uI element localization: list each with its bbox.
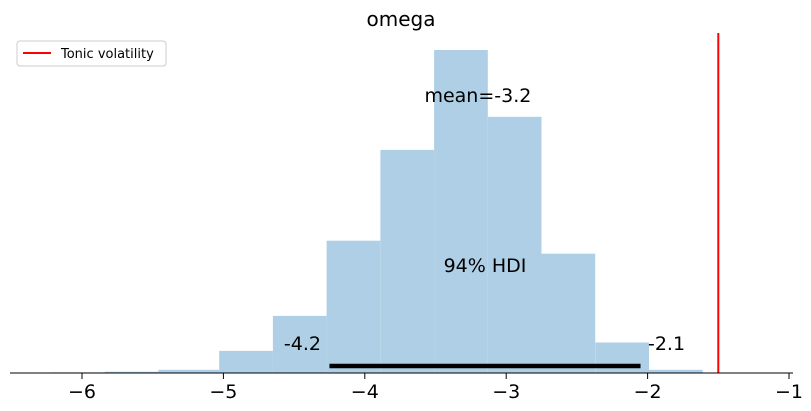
legend-box bbox=[16, 40, 167, 67]
histogram-bar bbox=[434, 50, 488, 373]
mean-label: mean=-3.2 bbox=[424, 85, 531, 107]
hdi-low-label: -4.2 bbox=[284, 333, 321, 355]
hdi-label: 94% HDI bbox=[444, 255, 527, 277]
x-tick-label: −4 bbox=[351, 381, 379, 403]
histogram-bar bbox=[380, 149, 435, 373]
x-tick-label: −5 bbox=[209, 381, 237, 403]
histogram-bars bbox=[50, 50, 703, 374]
histogram-bar bbox=[104, 371, 159, 373]
histogram-bar bbox=[272, 315, 327, 373]
histogram-bar bbox=[219, 350, 273, 373]
histogram-bar bbox=[326, 240, 381, 373]
x-tick-label: −6 bbox=[68, 381, 96, 403]
x-tick-label: −3 bbox=[492, 381, 520, 403]
x-tick-label: −1 bbox=[775, 381, 803, 403]
histogram-bar bbox=[649, 369, 703, 373]
histogram-bar bbox=[541, 253, 596, 373]
legend-label-tonic-volatility: Tonic volatility bbox=[60, 47, 154, 62]
hdi-high-label: -2.1 bbox=[648, 333, 685, 355]
x-tick-label: −2 bbox=[634, 381, 662, 403]
legend: Tonic volatility bbox=[16, 40, 167, 67]
x-axis-ticks: −6 −5 −4 −3 −2 −1 bbox=[68, 373, 803, 403]
chart-title: omega bbox=[367, 7, 436, 31]
histogram-bar bbox=[487, 116, 542, 374]
histogram-bar bbox=[595, 342, 649, 373]
histogram-bar bbox=[158, 369, 220, 373]
